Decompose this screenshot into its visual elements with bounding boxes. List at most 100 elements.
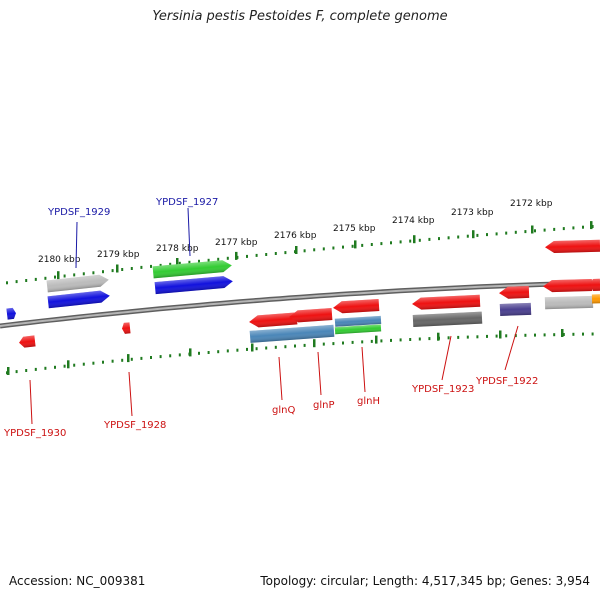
gene-green-fwd-shading [152,260,232,279]
scale-minor-tick [274,345,277,349]
scale-minor-tick [505,334,508,338]
gene-label-ypdsf-1923[interactable]: YPDSF_1923 [411,384,474,395]
gene-red-rev-small-shading [19,335,36,348]
scale-minor-tick [265,253,268,256]
gene-label-ypdsf-1929[interactable]: YPDSF_1929 [47,207,110,218]
gene-red-rev-1922[interactable] [499,285,530,299]
scale-minor-tick [418,238,421,242]
scale-major-tick [7,367,10,375]
scale-minor-tick [380,242,383,246]
gene-red-rev-glnq[interactable] [249,312,298,328]
gene-steel-bar-1[interactable] [249,324,335,343]
gene-blue-fwd-1927-shading [154,276,233,295]
gene-label-ypdsf-1928[interactable]: YPDSF_1928 [103,420,166,431]
gene-label-ypdsf-1927[interactable]: YPDSF_1927 [155,197,218,208]
scale-minor-tick [534,229,536,233]
scale-minor-tick [361,243,364,247]
gene-steel-bar-1-shading [249,324,335,343]
scale-minor-tick [121,358,124,362]
scale-minor-tick [284,345,287,349]
scale-minor-tick [351,340,354,344]
scale-minor-tick [572,332,575,336]
scale-minor-tick [207,351,210,354]
scale-minor-tick [514,230,517,234]
gene-green-bar[interactable] [334,324,382,335]
scale-minor-tick [313,248,316,252]
scale-major-tick [189,348,192,357]
gene-red-rev-small[interactable] [18,335,36,348]
scale-minor-tick [111,269,114,273]
gene-orange-bar[interactable] [591,294,600,304]
gene-red-rev-right[interactable] [543,278,593,293]
gene-red-rev-glnh-shading [333,298,380,314]
scale-minor-tick [15,370,18,374]
gene-red-rev-edge[interactable] [590,278,600,291]
gene-gray-bar-right[interactable] [544,295,594,310]
gene-red-rev-glnp-shading [289,308,333,323]
scale-minor-tick [130,267,133,270]
gene-red-rev-1923[interactable] [412,294,481,310]
scale-minor-tick [198,351,200,355]
scale-major-tick [57,271,60,280]
gene-gray-fwd-1-shading [46,274,109,293]
scale-minor-tick [591,332,594,336]
scale-minor-tick [303,343,306,347]
gene-darkgray-bar[interactable] [412,311,483,327]
scale-minor-tick [562,333,565,336]
scale-minor-tick [572,226,575,230]
gene-red-rev-tiny[interactable] [121,322,131,334]
scale-minor-tick [284,251,287,255]
gene-label-glnp[interactable]: glnP [313,400,335,411]
scale-minor-tick [54,365,56,369]
scale-minor-tick [543,333,546,337]
scale-minor-tick [178,353,181,357]
leader-line-ypdsf-1927 [187,207,191,257]
scale-major-tick [354,240,357,249]
scale-minor-tick [476,233,479,237]
scale-label-kbp-2172: 2172 kbp [510,199,553,209]
gene-green-bar-shading [334,324,382,335]
scale-minor-tick [44,366,47,370]
gene-label-ypdsf-1922[interactable]: YPDSF_1922 [475,376,538,387]
scale-minor-tick [92,361,95,365]
leader-line-glnp [317,351,322,396]
gene-green-fwd[interactable] [152,259,233,279]
scale-minor-tick [54,275,56,279]
gene-purple-bar[interactable] [499,302,532,316]
scale-minor-tick [82,362,85,366]
scale-minor-tick [524,333,527,337]
genome-summary-text: Topology: circular; Length: 4,517,345 bp… [260,574,590,588]
scale-minor-tick [73,273,76,277]
scale-major-tick [313,339,316,348]
gene-blue-fwd-1927[interactable] [154,275,234,295]
scale-major-tick [472,230,475,239]
scale-minor-tick [390,241,392,245]
gene-red-rev-glnh[interactable] [333,298,380,314]
scale-minor-tick [111,359,114,363]
gene-label-ypdsf-1930[interactable]: YPDSF_1930 [3,428,66,439]
scale-minor-tick [63,274,66,278]
scale-minor-tick [476,335,479,339]
scale-minor-tick [15,280,18,284]
scale-minor-tick [265,346,268,350]
gene-blue-fwd-1929[interactable] [47,290,111,309]
scale-major-tick [413,235,416,244]
scale-minor-tick [121,268,124,271]
gene-gray-fwd-1[interactable] [46,274,110,293]
scale-minor-tick [73,363,76,367]
scale-minor-tick [274,252,277,255]
gene-blue-fwd-small[interactable] [6,307,16,320]
gene-red-rev-glnp[interactable] [289,308,333,323]
gene-red-rev-edge-shading [590,278,600,291]
scale-minor-tick [447,336,450,340]
scale-minor-tick [63,364,66,368]
gene-orange-bar-shading [591,294,600,304]
gene-label-glnh[interactable]: glnH [357,396,380,407]
scale-minor-tick [361,340,364,344]
gene-steel-bar-2[interactable] [334,315,382,327]
scale-minor-tick [524,230,527,234]
scale-major-tick [590,221,593,230]
gene-label-glnq[interactable]: glnQ [272,405,295,416]
gene-red-rev-far-right[interactable] [545,239,600,254]
scale-minor-tick [34,367,37,371]
